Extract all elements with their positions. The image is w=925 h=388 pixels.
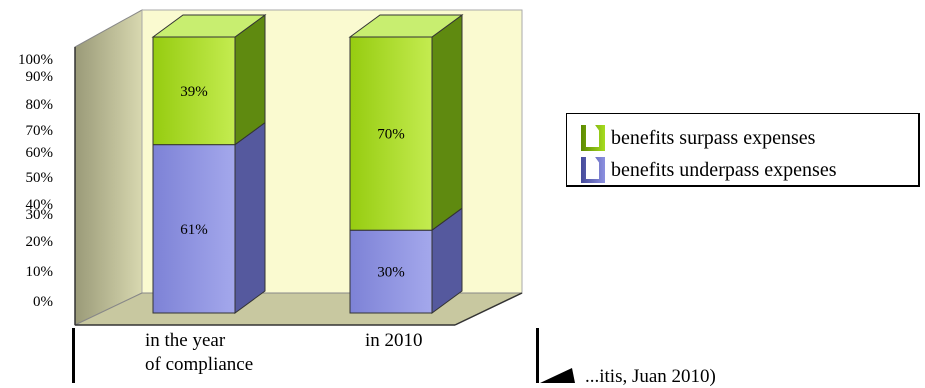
category-labels: in the year of compliance in 2010 — [145, 330, 423, 375]
floor-depth-line — [454, 292, 523, 326]
bar-segment — [152, 36, 236, 146]
legend: benefits surpass expenses benefits under… — [566, 113, 920, 187]
floor — [74, 292, 523, 326]
bars: 61% 39% 30% 70% — [151, 14, 464, 314]
bar-value-label: 30% — [377, 265, 405, 281]
legend-swatch-surpass — [581, 125, 605, 151]
bar-segment — [349, 36, 433, 231]
frame-right-edge — [536, 328, 539, 383]
legend-label-surpass: benefits surpass expenses — [611, 126, 816, 149]
x-category-label: in the year — [145, 330, 226, 351]
y-tick-label: 80% — [26, 97, 54, 113]
y-tick-label: 30% — [26, 207, 54, 223]
bar-top — [151, 14, 267, 38]
source-footnote: ...itis, Juan 2010) — [585, 366, 716, 387]
legend-swatch-underpass — [581, 157, 605, 183]
bar-value-label: 39% — [180, 84, 208, 100]
bar-top — [348, 14, 464, 38]
bar-value-label: 70% — [377, 127, 405, 143]
legend-item-underpass: benefits underpass expenses — [581, 156, 837, 184]
bar-side — [234, 14, 266, 146]
y-tick-label: 100% — [18, 52, 53, 68]
y-tick-label: 70% — [26, 123, 54, 139]
y-tick-label: 0% — [33, 294, 53, 310]
legend-item-surpass: benefits surpass expenses — [581, 124, 815, 152]
bar-segment — [152, 144, 236, 314]
x-category-label: of compliance — [145, 354, 253, 375]
left-wall — [74, 9, 143, 326]
bar-side — [234, 121, 266, 314]
y-tick-label: 50% — [26, 170, 54, 186]
y-tick-label: 90% — [26, 69, 54, 85]
frame-left-edge — [72, 328, 75, 383]
y-tick-label: 10% — [26, 264, 54, 280]
y-tick-label: 40% — [26, 197, 54, 213]
bar-side — [431, 14, 463, 232]
x-category-label: in 2010 — [365, 330, 423, 351]
black-wedge — [540, 368, 575, 383]
y-tick-label: 60% — [26, 145, 54, 161]
y-tick-labels: 100%90% 80% 70% 60% 50% 40%30% 20% 10% 0% — [18, 52, 53, 310]
bar-value-label: 61% — [180, 222, 208, 238]
y-tick-label: 20% — [26, 234, 54, 250]
legend-label-underpass: benefits underpass expenses — [611, 158, 837, 181]
